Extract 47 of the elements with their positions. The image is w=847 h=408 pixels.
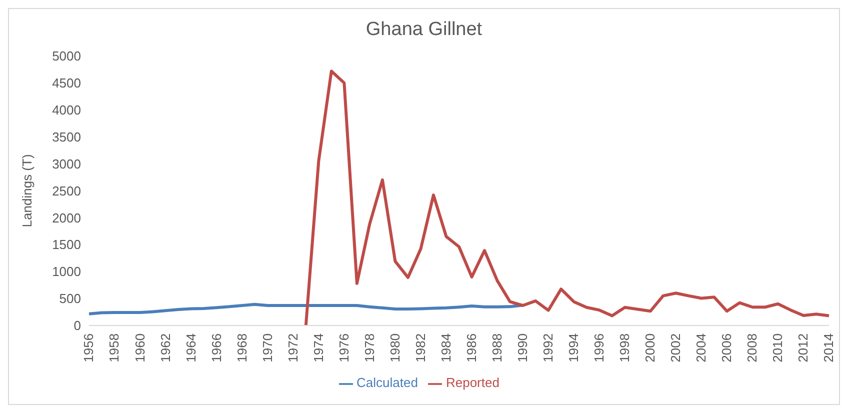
x-tick-label: 1966 — [208, 333, 224, 362]
x-tick-label: 1962 — [158, 333, 173, 362]
y-tick-label: 1500 — [52, 237, 81, 252]
x-tick-label: 1974 — [310, 333, 326, 362]
y-tick-label: 500 — [59, 291, 81, 306]
x-tick-label: 1972 — [285, 333, 300, 362]
x-tick-label: 1976 — [336, 333, 352, 362]
x-tick-label: 2008 — [744, 333, 760, 362]
x-tick-label: 2010 — [770, 333, 786, 362]
x-tick-label: 2012 — [796, 333, 811, 362]
x-tick-label: 1996 — [592, 333, 607, 362]
x-tick-label: 2004 — [694, 333, 709, 362]
x-tick-label: 1958 — [106, 333, 122, 362]
x-tick-label: 2002 — [668, 333, 684, 362]
x-tick-label: 1956 — [81, 333, 96, 362]
y-tick-label: 4000 — [52, 102, 81, 118]
x-tick-label: 1998 — [617, 333, 632, 362]
x-tick-label: 1990 — [515, 333, 530, 362]
x-tick-label: 1992 — [540, 333, 556, 362]
x-tick-label: 1978 — [362, 333, 377, 362]
x-tick-label: 2014 — [821, 333, 836, 362]
x-tick-label: 1960 — [132, 333, 148, 362]
y-tick-label: 3000 — [52, 156, 81, 172]
x-tick-label: 1970 — [260, 333, 275, 362]
y-tick-label: 0 — [74, 318, 81, 334]
x-tick-label: 1964 — [183, 333, 198, 362]
y-tick-label: 5000 — [52, 48, 81, 64]
x-tick-label: 1988 — [490, 333, 505, 362]
x-tick-label: 2006 — [719, 333, 734, 362]
y-tick-label: 1000 — [52, 264, 81, 280]
x-tick-label: 1986 — [464, 333, 479, 362]
x-tick-label: 1980 — [387, 333, 402, 362]
line-series — [88, 302, 524, 316]
x-tick-label: 1982 — [412, 333, 428, 362]
y-axis-title: Landings (T) — [20, 154, 35, 228]
legend-label: Reported — [446, 375, 500, 390]
chart-title: Ghana Gillnet — [364, 19, 484, 41]
x-tick-label: 1968 — [234, 333, 250, 362]
y-tick-label: 3500 — [52, 129, 81, 144]
x-tick-label: 2000 — [642, 333, 658, 362]
y-tick-label: 2000 — [52, 210, 81, 226]
y-tick-label: 4500 — [52, 76, 81, 91]
line-series — [304, 70, 830, 326]
x-tick-label: 1994 — [566, 333, 582, 362]
legend-label: Calculated — [356, 375, 418, 390]
y-tick-label: 2500 — [52, 183, 81, 198]
x-tick-label: 1984 — [438, 333, 454, 362]
